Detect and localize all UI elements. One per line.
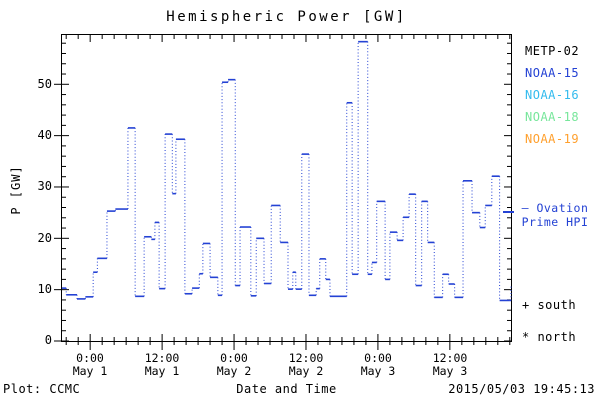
- x-tick-label: 12:00 May 2: [288, 351, 324, 378]
- x-axis-title: Date and Time: [236, 382, 337, 396]
- plot-timestamp: 2015/05/03 19:45:13: [448, 382, 595, 396]
- legend-item-metp-02: METP-02: [525, 44, 580, 58]
- y-tick-label: 0: [44, 333, 52, 347]
- plot-credit: Plot: CCMC: [3, 382, 81, 396]
- y-tick-label: 20: [37, 231, 52, 245]
- y-tick-label: 30: [37, 179, 52, 193]
- plot-area: [54, 34, 512, 350]
- north-marker-label: * north: [522, 330, 577, 344]
- legend-item-noaa-19: NOAA-19: [525, 132, 580, 146]
- satellite-legend: METP-02 NOAA-15 NOAA-16 NOAA-18 NOAA-19: [525, 45, 579, 155]
- y-tick-label: 40: [37, 128, 52, 142]
- legend-item-noaa-15: NOAA-15: [525, 66, 580, 80]
- plot-svg: [54, 35, 512, 350]
- x-tick-label: 12:00 May 3: [432, 351, 468, 378]
- x-tick-label: 0:00 May 1: [72, 351, 108, 378]
- y-tick-label: 10: [37, 282, 52, 296]
- south-marker-label: + south: [522, 298, 577, 312]
- legend-item-noaa-16: NOAA-16: [525, 88, 580, 102]
- ovation-tick-mark: [503, 211, 514, 213]
- legend-item-noaa-18: NOAA-18: [525, 110, 580, 124]
- y-tick-label: 50: [37, 77, 52, 91]
- y-axis-title: P [GW]: [9, 165, 23, 215]
- ovation-hpi-label: — Ovation Prime HPI: [521, 201, 589, 229]
- x-tick-label: 0:00 May 2: [216, 351, 252, 378]
- chart-title: Hemispheric Power [GW]: [166, 9, 407, 25]
- x-tick-label: 12:00 May 1: [144, 351, 180, 378]
- x-tick-label: 0:00 May 3: [360, 351, 396, 378]
